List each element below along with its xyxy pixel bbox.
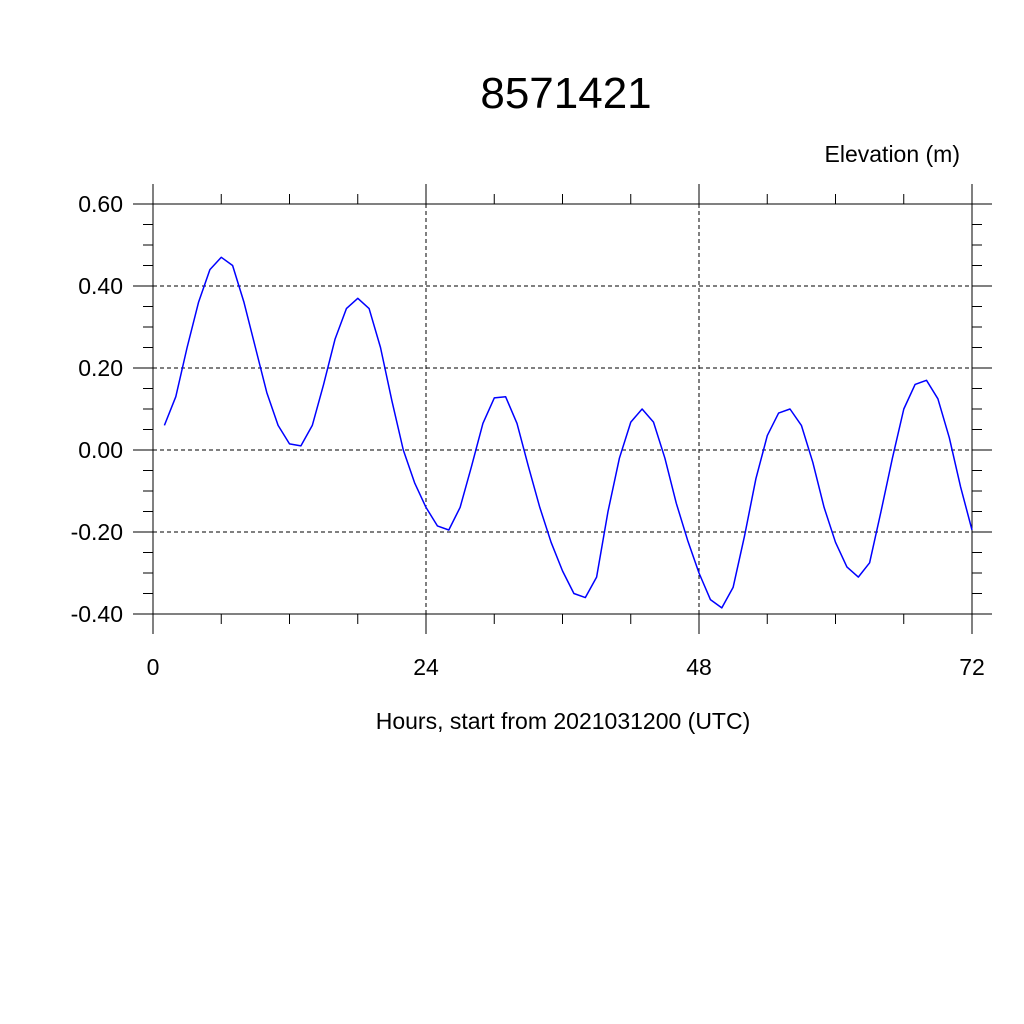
plot-border <box>152 203 973 615</box>
x-axis-label: Hours, start from 2021031200 (UTC) <box>376 708 751 734</box>
y-tick-label: 0.40 <box>78 273 123 299</box>
y-tick-label: 0.20 <box>78 355 123 381</box>
grid-lines <box>152 203 973 615</box>
x-tick-label: 48 <box>686 654 712 680</box>
y-tick-label: 0.60 <box>78 191 123 217</box>
elevation-series-line <box>163 256 973 609</box>
y-tick-label: 0.00 <box>78 437 123 463</box>
x-tick-label: 0 <box>147 654 160 680</box>
x-tick-label: 72 <box>959 654 985 680</box>
plot-frame <box>152 203 973 615</box>
axis-ticks: -0.40 -0.20 0.00 0.20 0.40 0.60 0 24 48 72 <box>71 184 992 680</box>
series-layer <box>163 256 973 609</box>
x-tick-label: 24 <box>413 654 439 680</box>
y-tick-label: -0.40 <box>71 601 123 627</box>
chart-title: 8571421 <box>480 69 651 118</box>
y-axis-label: Elevation (m) <box>825 141 960 167</box>
y-tick-label: -0.20 <box>71 519 123 545</box>
